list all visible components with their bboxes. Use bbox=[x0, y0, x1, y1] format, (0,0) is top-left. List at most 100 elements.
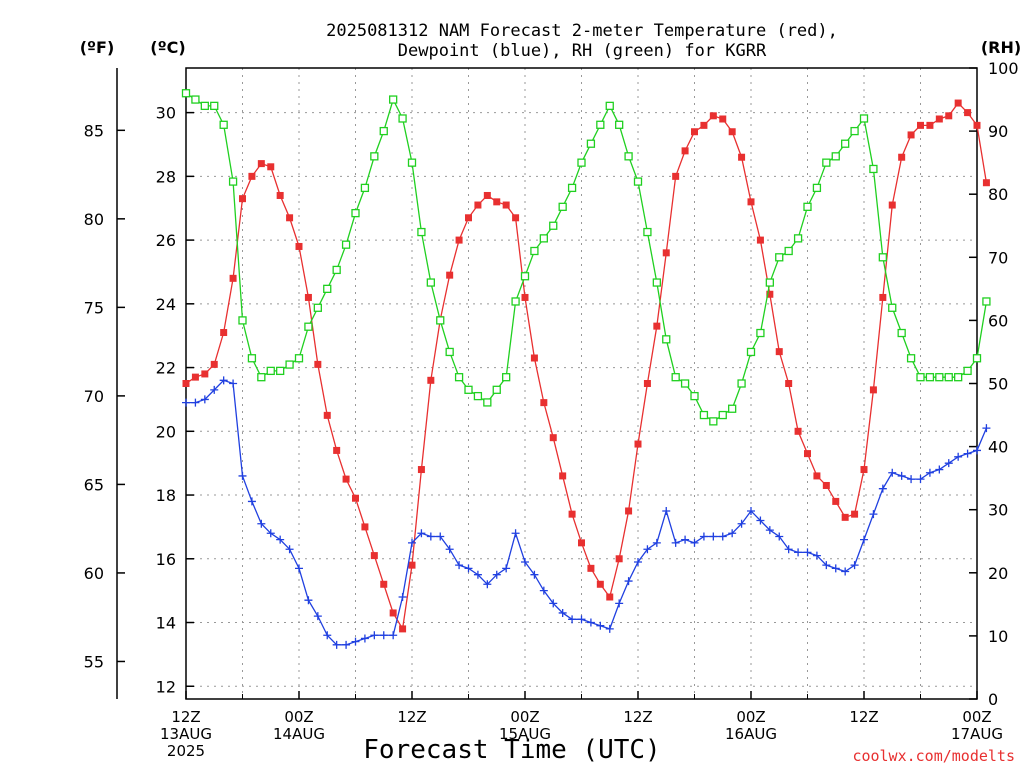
rh-point bbox=[473, 391, 483, 401]
rh-point bbox=[520, 272, 530, 281]
dewpoint-point bbox=[445, 545, 454, 554]
temperature-point bbox=[813, 472, 821, 480]
temperature-point bbox=[474, 201, 482, 209]
dewpoint-point bbox=[398, 593, 407, 602]
x-tick-label: 00Z bbox=[736, 708, 765, 726]
rh-point bbox=[332, 265, 341, 275]
dewpoint-point bbox=[954, 452, 963, 461]
rh-point bbox=[888, 303, 897, 312]
rh-point bbox=[341, 240, 351, 249]
rh-point bbox=[483, 398, 492, 407]
x-tick-label: 00Z bbox=[962, 708, 991, 726]
rh-point bbox=[869, 164, 878, 174]
dewpoint-point bbox=[925, 468, 934, 477]
rh-unit-label: (RH) bbox=[981, 38, 1021, 57]
dewpoint-point bbox=[869, 510, 878, 519]
dewpoint-point bbox=[897, 471, 906, 480]
rh-point bbox=[454, 373, 464, 382]
dewpoint-point bbox=[822, 561, 831, 570]
dewpoint-point bbox=[973, 446, 981, 455]
rh-point bbox=[972, 354, 982, 363]
temperature-point bbox=[370, 552, 378, 560]
dewpoint-point bbox=[756, 516, 765, 525]
temperature-point bbox=[851, 510, 859, 518]
rh-point bbox=[784, 246, 793, 256]
temperature-point bbox=[756, 236, 764, 244]
dewpoint-point bbox=[313, 612, 322, 621]
dewpoint-point bbox=[511, 529, 520, 538]
x-tick-label: 17AUG bbox=[951, 725, 1003, 743]
dewpoint-point bbox=[935, 465, 944, 474]
rh-point bbox=[210, 101, 219, 111]
dewpoint-point bbox=[238, 471, 247, 480]
rh-point bbox=[944, 373, 953, 382]
temperature-point bbox=[549, 434, 557, 442]
credit-text: coolwx.com/modelts bbox=[852, 747, 1015, 765]
temperature-point bbox=[512, 214, 520, 222]
dewpoint-point bbox=[417, 529, 426, 538]
x-tick-label: 00Z bbox=[510, 708, 539, 726]
rh-tick-label: 50 bbox=[988, 375, 1008, 394]
temperature-point bbox=[860, 466, 868, 474]
celsius-tick-label: 26 bbox=[156, 231, 176, 250]
rh-point bbox=[671, 373, 680, 382]
temperature-point bbox=[568, 510, 576, 518]
dewpoint-point bbox=[671, 538, 680, 547]
temperature-point bbox=[465, 214, 472, 222]
series-line-dewpoint bbox=[186, 379, 988, 646]
temperature-point bbox=[643, 380, 651, 387]
temperature-point bbox=[935, 115, 943, 123]
fahrenheit-tick-label: 65 bbox=[84, 475, 104, 494]
dewpoint-point bbox=[709, 532, 718, 541]
dewpoint-point bbox=[907, 475, 916, 484]
fahrenheit-tick-label: 60 bbox=[84, 564, 104, 583]
dewpoint-point bbox=[483, 580, 492, 589]
rh-point bbox=[530, 246, 539, 256]
rh-point bbox=[294, 354, 304, 363]
temperature-point bbox=[662, 249, 670, 257]
temperature-point bbox=[455, 236, 463, 244]
dewpoint-point bbox=[379, 631, 388, 640]
temperature-point bbox=[907, 131, 915, 139]
dewpoint-point bbox=[229, 379, 238, 388]
series-temperature bbox=[182, 99, 990, 633]
rh-point bbox=[379, 126, 388, 136]
rh-point bbox=[850, 126, 859, 136]
temperature-point bbox=[295, 242, 303, 250]
dewpoint-point bbox=[794, 548, 803, 557]
rh-point bbox=[276, 366, 285, 376]
rh-point bbox=[191, 95, 200, 104]
rh-point bbox=[775, 253, 784, 262]
dewpoint-point bbox=[586, 618, 595, 627]
temperature-point bbox=[267, 163, 275, 171]
series-line-temperature bbox=[185, 102, 988, 631]
fahrenheit-tick-label: 80 bbox=[84, 210, 104, 229]
rh-point bbox=[285, 360, 294, 369]
temperature-point bbox=[615, 555, 623, 563]
rh-point bbox=[841, 139, 850, 148]
temperature-point bbox=[446, 271, 454, 279]
axes: 12 14 16 18 20 22 24 26 28 30 55 60 65 70 75 80 85 0 10 20 3… bbox=[84, 59, 1019, 760]
dewpoint-point bbox=[681, 535, 690, 544]
dewpoint-point bbox=[982, 424, 991, 433]
dewpoint-point bbox=[634, 557, 642, 566]
rh-point bbox=[558, 202, 567, 211]
rh-tick-label: 30 bbox=[988, 501, 1008, 520]
temperature-point bbox=[239, 195, 246, 203]
rh-point bbox=[737, 379, 746, 388]
temperature-point bbox=[973, 121, 981, 129]
fahrenheit-tick-label: 75 bbox=[84, 298, 104, 317]
celsius-tick-label: 16 bbox=[156, 550, 176, 569]
fahrenheit-tick-label: 85 bbox=[84, 121, 104, 140]
temperature-point bbox=[559, 472, 567, 480]
rh-point bbox=[577, 158, 586, 167]
dewpoint-point bbox=[944, 459, 953, 468]
x-tick-label: 15AUG bbox=[499, 725, 551, 743]
rh-point bbox=[859, 114, 869, 123]
x-tick-label: 12Z bbox=[397, 708, 426, 726]
rh-point bbox=[247, 354, 257, 363]
dewpoint-point bbox=[747, 506, 755, 515]
dewpoint-point bbox=[276, 535, 285, 544]
rh-point bbox=[567, 183, 577, 193]
